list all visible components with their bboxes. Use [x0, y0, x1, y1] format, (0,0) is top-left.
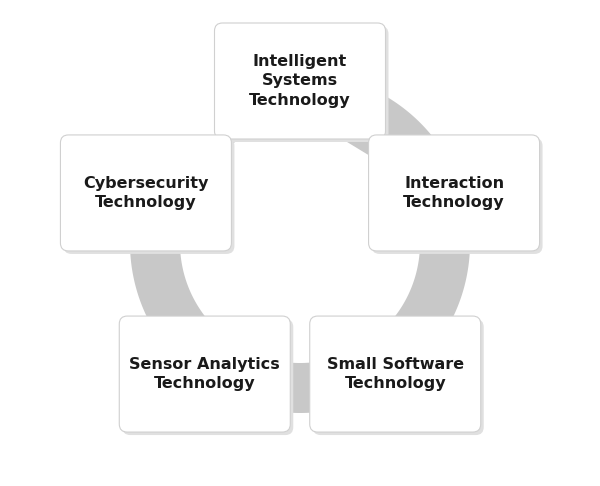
- Text: Interaction
Technology: Interaction Technology: [403, 175, 505, 210]
- Polygon shape: [130, 73, 470, 413]
- Text: Cybersecurity
Technology: Cybersecurity Technology: [83, 175, 209, 210]
- Polygon shape: [229, 66, 292, 127]
- Text: Small Software
Technology: Small Software Technology: [326, 357, 464, 391]
- FancyBboxPatch shape: [61, 135, 232, 251]
- FancyBboxPatch shape: [122, 319, 293, 435]
- FancyBboxPatch shape: [313, 319, 484, 435]
- FancyBboxPatch shape: [119, 316, 290, 432]
- Text: Intelligent
Systems
Technology: Intelligent Systems Technology: [249, 53, 351, 108]
- FancyBboxPatch shape: [368, 135, 539, 251]
- FancyBboxPatch shape: [64, 138, 235, 254]
- FancyBboxPatch shape: [218, 26, 389, 142]
- FancyBboxPatch shape: [371, 138, 542, 254]
- Text: Sensor Analytics
Technology: Sensor Analytics Technology: [130, 357, 280, 391]
- FancyBboxPatch shape: [215, 23, 386, 139]
- FancyBboxPatch shape: [310, 316, 481, 432]
